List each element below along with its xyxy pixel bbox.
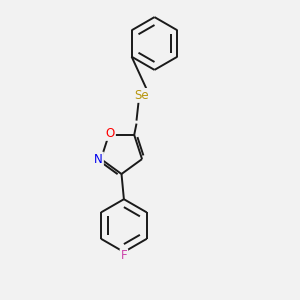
Text: Se: Se xyxy=(134,89,149,102)
Text: O: O xyxy=(106,127,115,140)
Text: N: N xyxy=(94,153,103,166)
Text: F: F xyxy=(121,249,127,262)
